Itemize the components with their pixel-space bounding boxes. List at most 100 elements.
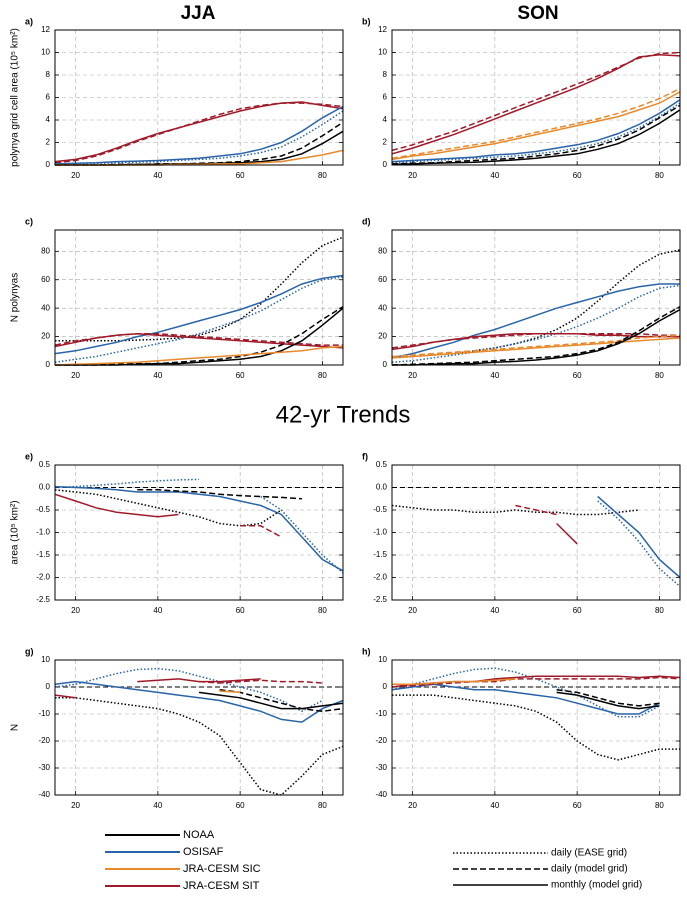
legend-label: OSISAF: [183, 846, 224, 858]
y-axis-label: N polynyas: [10, 273, 21, 322]
y-tick-label: 60: [378, 275, 387, 284]
y-tick-label: -1.0: [36, 528, 50, 537]
panel-label: h): [362, 646, 371, 656]
x-tick-label: 20: [408, 606, 417, 615]
series-line: [137, 489, 302, 500]
y-tick-label: 8: [383, 70, 388, 79]
series-line: [391, 337, 681, 359]
y-tick-label: -2.0: [373, 573, 387, 582]
series-line: [391, 109, 681, 166]
y-tick-label: -10: [375, 709, 387, 718]
y-tick-label: 80: [378, 246, 387, 255]
series-line: [391, 667, 660, 718]
x-tick-label: 40: [490, 606, 499, 615]
x-tick-label: 80: [655, 801, 664, 810]
series-line: [556, 522, 578, 545]
x-tick-label: 40: [490, 371, 499, 380]
series-line: [54, 276, 344, 363]
series-line: [391, 249, 681, 359]
x-tick-label: 80: [655, 171, 664, 180]
plot-frame: [54, 229, 344, 366]
y-tick-label: 0: [46, 160, 51, 169]
y-tick-label: -0.5: [373, 505, 387, 514]
y-tick-label: -20: [38, 736, 50, 745]
series-line: [55, 697, 344, 796]
series-line: [392, 694, 680, 761]
y-tick-label: -30: [375, 763, 387, 772]
y-tick-label: -1.5: [373, 550, 387, 559]
y-tick-label: 2: [383, 138, 388, 147]
y-tick-label: -20: [375, 736, 387, 745]
plot-frame: [391, 464, 681, 601]
series-line: [54, 493, 179, 518]
series-line: [54, 485, 344, 572]
y-tick-label: 0: [383, 360, 388, 369]
x-tick-label: 60: [236, 606, 245, 615]
series-line: [392, 678, 516, 686]
legend-label: daily (model grid): [551, 864, 628, 875]
series-line: [597, 500, 681, 588]
series-line: [55, 110, 344, 165]
x-tick-label: 60: [236, 801, 245, 810]
x-tick-label: 80: [318, 606, 327, 615]
y-tick-label: -2.5: [373, 595, 387, 604]
y-tick-label: 12: [41, 25, 50, 34]
x-tick-label: 80: [318, 371, 327, 380]
y-tick-label: 10: [378, 655, 387, 664]
x-tick-label: 80: [318, 171, 327, 180]
y-tick-label: -10: [38, 709, 50, 718]
y-tick-label: 0: [383, 682, 388, 691]
series-line: [54, 101, 344, 163]
series-line: [55, 236, 344, 342]
y-tick-label: 0: [46, 360, 51, 369]
series-line: [556, 691, 660, 710]
series-line: [391, 332, 680, 349]
y-tick-label: 12: [378, 25, 387, 34]
y-tick-label: 80: [41, 246, 50, 255]
series-line: [198, 679, 323, 684]
y-tick-label: 0.5: [376, 460, 388, 469]
x-tick-label: 20: [71, 171, 80, 180]
y-tick-label: 0.0: [376, 483, 388, 492]
legend-label: daily (EASE grid): [551, 848, 627, 859]
y-tick-label: 0.5: [39, 460, 51, 469]
legend-label: JRA-CESM SIT: [183, 880, 260, 892]
y-tick-label: 40: [41, 303, 50, 312]
x-tick-label: 40: [490, 801, 499, 810]
x-tick-label: 40: [153, 371, 162, 380]
x-tick-label: 40: [153, 801, 162, 810]
x-tick-label: 20: [71, 606, 80, 615]
series-line: [54, 345, 344, 366]
plot-frame: [54, 464, 344, 601]
series-line: [391, 334, 681, 358]
plot-frame: [54, 659, 344, 796]
y-tick-label: -2.0: [36, 573, 50, 582]
y-tick-label: 8: [46, 70, 51, 79]
x-tick-label: 60: [573, 371, 582, 380]
x-tick-label: 60: [573, 171, 582, 180]
series-line: [240, 525, 282, 538]
x-tick-label: 60: [573, 801, 582, 810]
y-tick-label: 0: [383, 160, 388, 169]
x-tick-label: 80: [318, 801, 327, 810]
y-tick-label: 4: [383, 115, 388, 124]
series-line: [515, 504, 557, 516]
series-line: [391, 683, 660, 715]
series-line: [54, 680, 344, 723]
plot-frame: [391, 229, 681, 366]
y-tick-label: -40: [375, 790, 387, 799]
y-tick-label: 6: [46, 93, 51, 102]
series-line: [392, 308, 681, 366]
y-tick-label: -2.5: [36, 595, 50, 604]
series-line: [391, 675, 681, 688]
x-tick-label: 60: [573, 606, 582, 615]
series-line: [391, 504, 639, 516]
panel-label: a): [25, 16, 33, 26]
y-tick-label: 0.0: [39, 483, 51, 492]
series-line: [54, 332, 343, 346]
series-line: [219, 690, 241, 694]
y-axis-label: polynya grid cell area (10⁵ km²): [10, 28, 21, 167]
series-line: [198, 691, 344, 710]
column-title: JJA: [181, 3, 216, 24]
legend-label: JRA-CESM SIC: [183, 863, 261, 875]
